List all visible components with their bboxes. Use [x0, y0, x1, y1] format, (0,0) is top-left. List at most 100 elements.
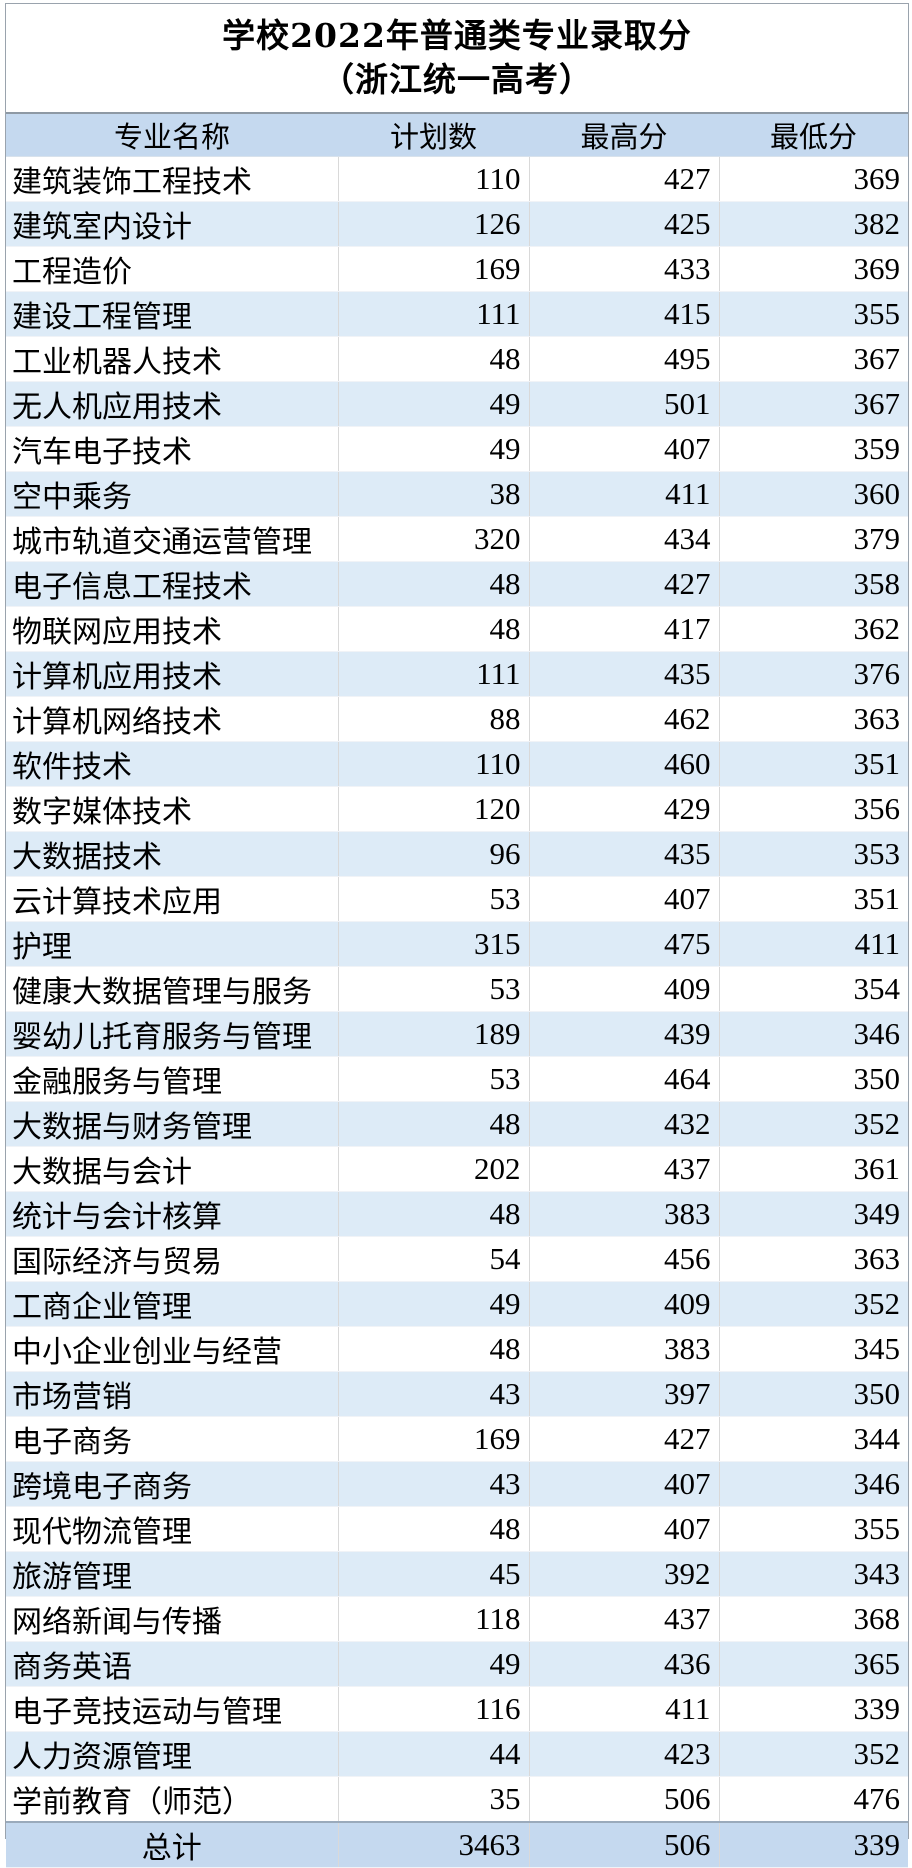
plan-count-cell: 96 — [338, 831, 530, 877]
max-score-cell: 411 — [529, 471, 720, 517]
table-row: 跨境电子商务 43 407 346 — [6, 1461, 908, 1507]
min-score-cell: 352 — [719, 1731, 908, 1777]
plan-count-cell: 48 — [338, 1326, 530, 1372]
max-score-cell: 427 — [529, 1416, 720, 1462]
min-score-cell: 363 — [719, 696, 908, 742]
plan-count-cell: 48 — [338, 561, 530, 607]
plan-count-cell: 49 — [338, 1641, 530, 1687]
min-score-cell: 355 — [719, 1506, 908, 1552]
header-plan-count: 计划数 — [338, 114, 529, 157]
min-score-cell: 351 — [719, 876, 908, 922]
table-row: 建筑装饰工程技术 110 427 369 — [6, 156, 908, 202]
major-name-cell: 数字媒体技术 — [6, 786, 339, 832]
plan-count-cell: 110 — [338, 741, 530, 787]
major-name-cell: 计算机应用技术 — [6, 651, 339, 697]
total-plan-count: 3463 — [338, 1821, 530, 1868]
plan-count-cell: 38 — [338, 471, 530, 517]
plan-count-cell: 110 — [338, 156, 530, 202]
min-score-cell: 358 — [719, 561, 908, 607]
major-name-cell: 现代物流管理 — [6, 1506, 339, 1552]
major-name-cell: 建设工程管理 — [6, 291, 339, 337]
table-row: 工业机器人技术 48 495 367 — [6, 336, 908, 382]
max-score-cell: 435 — [529, 831, 720, 877]
table-row: 护理 315 475 411 — [6, 921, 908, 967]
major-name-cell: 金融服务与管理 — [6, 1056, 339, 1102]
plan-count-cell: 118 — [338, 1596, 530, 1642]
plan-count-cell: 202 — [338, 1146, 530, 1192]
min-score-cell: 343 — [719, 1551, 908, 1597]
plan-count-cell: 88 — [338, 696, 530, 742]
plan-count-cell: 315 — [338, 921, 530, 967]
plan-count-cell: 53 — [338, 876, 530, 922]
major-name-cell: 软件技术 — [6, 741, 339, 787]
plan-count-cell: 48 — [338, 1506, 530, 1552]
table-row: 物联网应用技术 48 417 362 — [6, 606, 908, 652]
max-score-cell: 439 — [529, 1011, 720, 1057]
plan-count-cell: 35 — [338, 1776, 530, 1823]
major-name-cell: 大数据与财务管理 — [6, 1101, 339, 1147]
plan-count-cell: 189 — [338, 1011, 530, 1057]
header-max-score: 最高分 — [529, 114, 719, 157]
plan-count-cell: 120 — [338, 786, 530, 832]
major-name-cell: 物联网应用技术 — [6, 606, 339, 652]
table-row: 空中乘务 38 411 360 — [6, 471, 908, 517]
max-score-cell: 475 — [529, 921, 720, 967]
table-row: 工商企业管理 49 409 352 — [6, 1281, 908, 1327]
max-score-cell: 437 — [529, 1146, 720, 1192]
max-score-cell: 425 — [529, 201, 720, 247]
min-score-cell: 356 — [719, 786, 908, 832]
max-score-cell: 462 — [529, 696, 720, 742]
min-score-cell: 346 — [719, 1011, 908, 1057]
major-name-cell: 城市轨道交通运营管理 — [6, 516, 339, 562]
max-score-cell: 423 — [529, 1731, 720, 1777]
table-row: 计算机应用技术 111 435 376 — [6, 651, 908, 697]
plan-count-cell: 48 — [338, 606, 530, 652]
table-row: 金融服务与管理 53 464 350 — [6, 1056, 908, 1102]
min-score-cell: 411 — [719, 921, 908, 967]
major-name-cell: 市场营销 — [6, 1371, 339, 1417]
max-score-cell: 409 — [529, 1281, 720, 1327]
max-score-cell: 464 — [529, 1056, 720, 1102]
plan-count-cell: 43 — [338, 1371, 530, 1417]
min-score-cell: 367 — [719, 381, 908, 427]
min-score-cell: 352 — [719, 1101, 908, 1147]
min-score-cell: 379 — [719, 516, 908, 562]
max-score-cell: 409 — [529, 966, 720, 1012]
min-score-cell: 376 — [719, 651, 908, 697]
max-score-cell: 501 — [529, 381, 720, 427]
min-score-cell: 382 — [719, 201, 908, 247]
title-line-2: （浙江统一高考） — [321, 60, 593, 99]
table-row: 中小企业创业与经营 48 383 345 — [6, 1326, 908, 1372]
major-name-cell: 电子商务 — [6, 1416, 339, 1462]
table-row: 市场营销 43 397 350 — [6, 1371, 908, 1417]
major-name-cell: 云计算技术应用 — [6, 876, 339, 922]
table-row: 汽车电子技术 49 407 359 — [6, 426, 908, 472]
major-name-cell: 工程造价 — [6, 246, 339, 292]
min-score-cell: 351 — [719, 741, 908, 787]
min-score-cell: 350 — [719, 1371, 908, 1417]
max-score-cell: 383 — [529, 1191, 720, 1237]
table-row: 网络新闻与传播 118 437 368 — [6, 1596, 908, 1642]
major-name-cell: 电子竞技运动与管理 — [6, 1686, 339, 1732]
max-score-cell: 417 — [529, 606, 720, 652]
table-row: 婴幼儿托育服务与管理 189 439 346 — [6, 1011, 908, 1057]
plan-count-cell: 126 — [338, 201, 530, 247]
table-row: 现代物流管理 48 407 355 — [6, 1506, 908, 1552]
table-row: 电子竞技运动与管理 116 411 339 — [6, 1686, 908, 1732]
max-score-cell: 437 — [529, 1596, 720, 1642]
table-row: 工程造价 169 433 369 — [6, 246, 908, 292]
min-score-cell: 367 — [719, 336, 908, 382]
plan-count-cell: 48 — [338, 336, 530, 382]
table-row: 云计算技术应用 53 407 351 — [6, 876, 908, 922]
major-name-cell: 中小企业创业与经营 — [6, 1326, 339, 1372]
plan-count-cell: 116 — [338, 1686, 530, 1732]
table-row: 建筑室内设计 126 425 382 — [6, 201, 908, 247]
max-score-cell: 429 — [529, 786, 720, 832]
min-score-cell: 355 — [719, 291, 908, 337]
min-score-cell: 359 — [719, 426, 908, 472]
min-score-cell: 362 — [719, 606, 908, 652]
table-row: 无人机应用技术 49 501 367 — [6, 381, 908, 427]
min-score-cell: 349 — [719, 1191, 908, 1237]
max-score-cell: 456 — [529, 1236, 720, 1282]
admission-score-sheet: 学校2022年普通类专业录取分 （浙江统一高考） 专业名称 计划数 最高分 最低… — [5, 3, 909, 1868]
